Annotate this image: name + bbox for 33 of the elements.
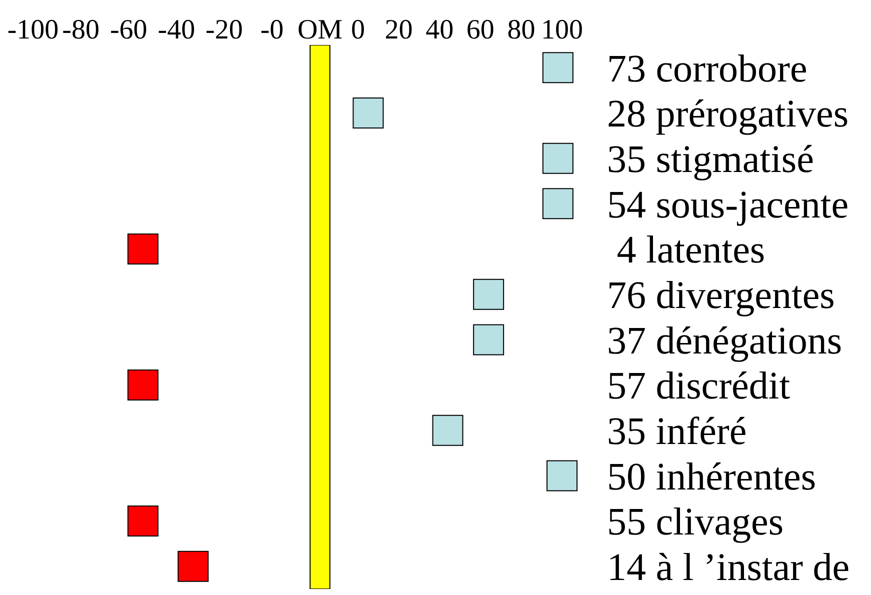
x-tick-label: 80 (507, 14, 536, 46)
point (352, 98, 384, 129)
x-tick-label: -60 (110, 14, 148, 46)
y-tick-label: 14 à l ’instar de (607, 546, 850, 590)
x-tick-label: -100 (7, 14, 59, 46)
point (542, 52, 574, 84)
y-tick-label: 55 clivages (607, 500, 784, 544)
y-tick-label: 73 corrobore (607, 47, 808, 90)
y-tick-label: 54 sous-jacente (607, 183, 849, 226)
point (542, 188, 574, 220)
y-tick-label: 50 inhérentes (607, 455, 816, 498)
x-tick-label: 60 (466, 14, 494, 46)
x-tick-label: -80 (62, 14, 100, 46)
y-tick-label: 28 prérogatives (607, 92, 849, 136)
y-tick-label: 4 latentes (607, 228, 766, 272)
x-tick-label: 100 (541, 14, 583, 46)
y-tick-label: 35 stigmatisé (607, 138, 814, 181)
y-tick-label: 35 inféré (607, 410, 747, 454)
point (473, 324, 504, 356)
x-tick-label: -40 (158, 14, 196, 46)
x-tick-label: 0 (351, 14, 365, 46)
x-tick-label: OM (297, 14, 343, 46)
y-tick-label: 37 dénégations (607, 319, 842, 362)
y-tick-label: 57 discrédit (607, 364, 790, 408)
y-tick-label: 76 divergentes (607, 274, 835, 318)
x-tick-label: -0 (260, 14, 284, 46)
point (432, 414, 464, 446)
x-tick-label: -20 (206, 14, 243, 46)
point (542, 142, 574, 174)
x-tick-label: 20 (384, 14, 413, 46)
x-tick-label: 40 (426, 14, 454, 46)
point (473, 278, 504, 310)
point (546, 460, 578, 492)
